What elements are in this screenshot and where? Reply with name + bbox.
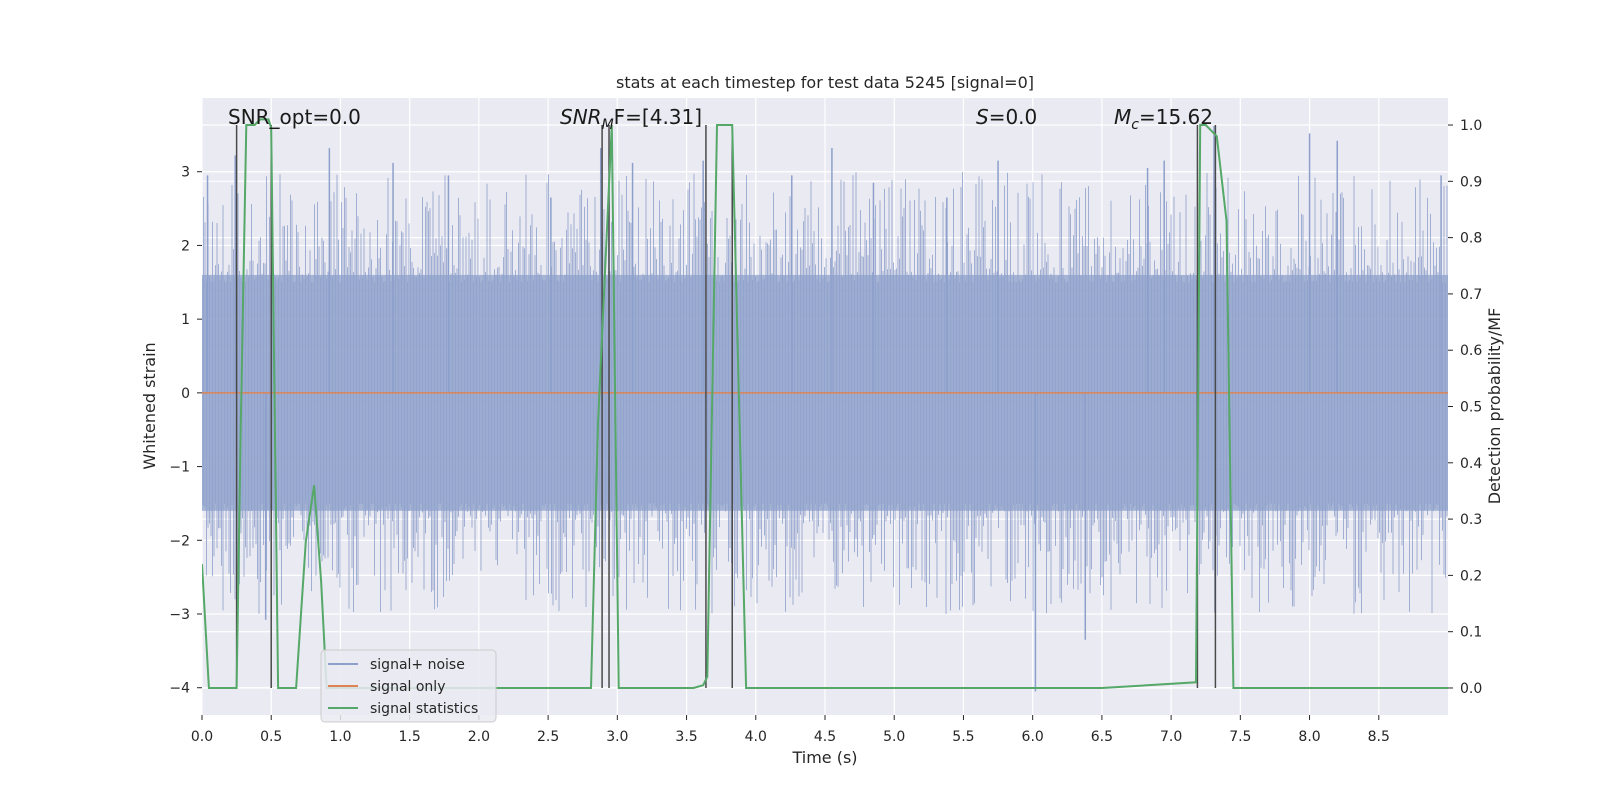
x-tick-label: 0.5 xyxy=(260,729,282,745)
x-axis-ticks: 0.0 0.5 1.0 1.5 2.0 2.5 3.0 3.5 4.0 4.5 5.0 5.5 6.0 6… xyxy=(191,715,1390,745)
y-tick-label: 2 xyxy=(181,238,190,254)
legend-label-statistics: signal statistics xyxy=(370,701,478,717)
legend-label-noise: signal+ noise xyxy=(370,657,465,673)
x-tick-label: 8.5 xyxy=(1368,729,1390,745)
y-axis-ticks: 3 2 1 0 −1 −2 −3 −4 xyxy=(169,165,202,697)
y2-tick-label: 0.5 xyxy=(1460,400,1482,416)
chart-title: stats at each timestep for test data 524… xyxy=(616,73,1034,92)
x-tick-label: 4.0 xyxy=(745,729,767,745)
mc-value: =15.62 xyxy=(1139,105,1213,129)
legend-label-signal-only: signal only xyxy=(370,679,445,695)
x-tick-label: 0.0 xyxy=(191,729,213,745)
mc-symbol: M xyxy=(1114,105,1131,129)
y-tick-label: 1 xyxy=(181,312,190,328)
s-annotation: S=0.0 xyxy=(976,105,1037,129)
x-tick-label: 1.0 xyxy=(329,729,351,745)
y-tick-label: −4 xyxy=(169,681,190,697)
x-tick-label: 8.0 xyxy=(1298,729,1320,745)
legend: signal+ noise signal only signal statist… xyxy=(320,649,497,723)
noise-strokes xyxy=(202,172,1448,614)
y2-tick-label: 0.0 xyxy=(1460,681,1482,697)
snr-mf-annotation: SNRMF=[4.31] xyxy=(560,105,702,133)
y-tick-label: 0 xyxy=(181,386,190,402)
y-tick-label: −3 xyxy=(169,607,190,623)
x-tick-label: 5.0 xyxy=(883,729,905,745)
y2-axis-label: Detection probability/MF xyxy=(1485,308,1504,505)
s-value: =0.0 xyxy=(989,105,1038,129)
y-tick-label: −2 xyxy=(169,533,190,549)
x-tick-label: 1.5 xyxy=(399,729,421,745)
x-axis-label: Time (s) xyxy=(791,748,857,767)
x-tick-label: 6.0 xyxy=(1022,729,1044,745)
legend-box xyxy=(320,649,497,723)
y2-tick-label: 0.9 xyxy=(1460,174,1482,190)
snr-mf-value: F=[4.31] xyxy=(614,105,702,129)
x-tick-label: 5.5 xyxy=(952,729,974,745)
s-symbol: S xyxy=(976,105,989,129)
y2-tick-label: 0.6 xyxy=(1460,343,1482,359)
mc-annotation: Mc=15.62 xyxy=(1114,105,1213,133)
x-tick-label: 2.0 xyxy=(468,729,490,745)
snr-mf-subscript: M xyxy=(602,117,614,133)
y2-tick-label: 0.2 xyxy=(1460,568,1482,584)
x-tick-label: 7.5 xyxy=(1229,729,1251,745)
mc-subscript: c xyxy=(1131,117,1139,133)
x-tick-label: 3.0 xyxy=(606,729,628,745)
y2-tick-label: 0.8 xyxy=(1460,231,1482,247)
x-tick-label: 2.5 xyxy=(537,729,559,745)
y2-axis-ticks: 1.0 0.9 0.8 0.7 0.6 0.5 0.4 0.3 0.2 0.1 0.0 xyxy=(1448,118,1482,697)
snr-opt-annotation: SNR_opt=0.0 xyxy=(228,105,361,129)
y-axis-label: Whitened strain xyxy=(140,342,159,469)
y2-tick-label: 0.1 xyxy=(1460,625,1482,641)
x-tick-label: 7.0 xyxy=(1160,729,1182,745)
y-tick-label: 3 xyxy=(181,165,190,181)
y2-tick-label: 0.7 xyxy=(1460,287,1482,303)
signal-statistics-line xyxy=(202,118,1448,689)
y-tick-label: −1 xyxy=(169,460,190,476)
y2-tick-label: 0.3 xyxy=(1460,512,1482,528)
y2-tick-label: 1.0 xyxy=(1460,118,1482,134)
x-tick-label: 3.5 xyxy=(675,729,697,745)
snr-mf-symbol: SNR xyxy=(560,105,602,129)
y2-tick-label: 0.4 xyxy=(1460,456,1482,472)
x-tick-label: 6.5 xyxy=(1091,729,1113,745)
x-tick-label: 4.5 xyxy=(814,729,836,745)
